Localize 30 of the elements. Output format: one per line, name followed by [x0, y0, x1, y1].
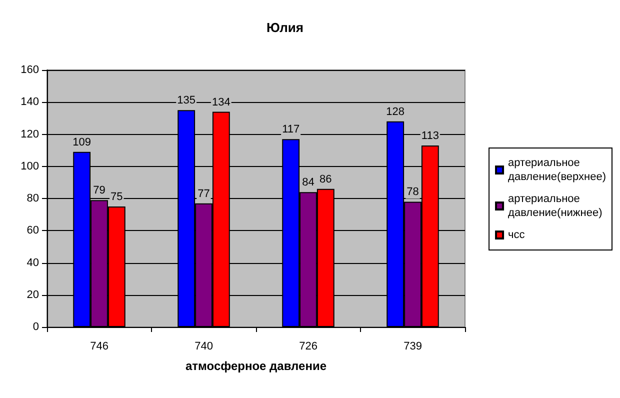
- data-label: 135: [177, 94, 196, 107]
- x-tick-label: 740: [194, 340, 213, 352]
- data-label: 113: [421, 130, 439, 142]
- x-tick-label: 746: [90, 340, 108, 352]
- legend-label: чсс: [508, 229, 526, 241]
- data-label: 128: [386, 106, 405, 118]
- data-label: 75: [110, 191, 123, 204]
- data-label: 77: [198, 188, 210, 200]
- legend-label: артериальное давление(верхнее): [508, 157, 606, 183]
- y-tick-label: 140: [20, 96, 39, 108]
- data-label: 86: [320, 173, 332, 186]
- y-tick-label: 60: [26, 224, 39, 237]
- data-label: 79: [93, 184, 106, 197]
- y-tick-label: 40: [26, 256, 39, 269]
- y-tick-label: 0: [32, 321, 39, 333]
- y-tick-label: 80: [26, 192, 39, 204]
- data-label: 134: [212, 96, 230, 108]
- chart-title: Юлия: [266, 20, 304, 35]
- data-label: 117: [282, 124, 300, 136]
- x-tick-label: 726: [299, 340, 318, 352]
- x-axis-title: атмосферное давление: [186, 359, 327, 373]
- y-tick-label: 100: [20, 160, 39, 172]
- y-tick-label: 20: [26, 288, 39, 301]
- legend-label: артериальное давление(нижнее): [508, 193, 602, 219]
- data-label: 78: [406, 186, 419, 198]
- y-tick-label: 160: [20, 64, 39, 76]
- x-tick-label: 739: [404, 340, 422, 352]
- data-label: 84: [302, 176, 314, 189]
- data-label: 109: [72, 136, 92, 148]
- y-tick-label: 120: [20, 128, 39, 140]
